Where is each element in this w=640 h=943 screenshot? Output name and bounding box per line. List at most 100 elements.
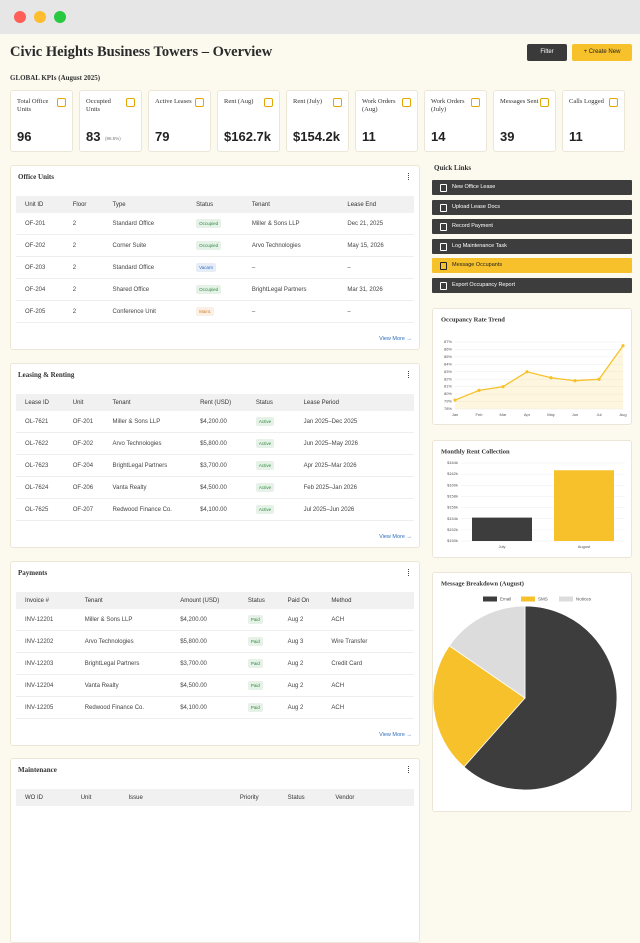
window-bar — [0, 0, 640, 34]
column-header: Status — [187, 196, 243, 213]
cell: Paid — [238, 674, 279, 697]
legend-swatch — [521, 596, 535, 602]
point — [477, 388, 481, 392]
filter-button[interactable]: Filter — [527, 44, 567, 61]
cell: Arvo Technologies — [103, 432, 192, 455]
cell: $3,700.00 — [171, 652, 239, 675]
cell: Miller & Sons LLP — [75, 609, 172, 631]
y-tick-label: 82% — [444, 376, 452, 381]
legend-swatch — [559, 596, 573, 602]
cell: Aug 2 — [278, 696, 323, 719]
column-header: Priority — [230, 789, 279, 806]
cell: ACH — [322, 609, 414, 631]
table-row: INV-12201 Miller & Sons LLP $4,200.00 Paid A… — [16, 609, 414, 631]
kpi-label: Occupied Units — [86, 98, 111, 113]
cell: OL-7624 — [16, 476, 64, 499]
legend-label: Notices — [576, 597, 592, 602]
x-tick-label: Jul — [596, 412, 601, 417]
panel-menu[interactable] — [407, 173, 411, 180]
y-tick-label: 81% — [444, 384, 452, 389]
quick-link[interactable]: Export Occupancy Report — [432, 278, 632, 293]
table-panel: Payments Invoice # Tenant Amount (USD) Statu… — [10, 561, 420, 746]
column-header: Rent (USD) — [191, 394, 247, 411]
column-header: Paid On — [278, 592, 323, 609]
y-tick-label: 87% — [444, 339, 452, 344]
link-icon — [440, 223, 447, 232]
table-panel: Maintenance WO ID Unit Issue Priority Status V… — [10, 758, 420, 943]
quick-link[interactable]: New Office Lease — [432, 180, 632, 195]
point — [597, 377, 601, 381]
y-tick-label: $158k — [447, 493, 458, 498]
bar — [472, 517, 532, 541]
create-button[interactable]: + Create New — [572, 44, 632, 61]
cell: ACH — [322, 674, 414, 697]
view-more-link[interactable]: View More → — [379, 732, 412, 738]
cell: 2 — [63, 256, 104, 279]
cell: Aug 2 — [278, 652, 323, 675]
kpi-icon — [57, 98, 66, 107]
status-badge: Maint. — [196, 306, 215, 316]
y-tick-label: $164k — [447, 460, 458, 465]
y-tick-label: $156k — [447, 505, 458, 510]
table-row: OL-7622 OF-202 Arvo Technologies $5,800.00 A… — [16, 432, 414, 455]
cell: 2 — [63, 300, 104, 323]
status-badge: Paid — [247, 614, 263, 624]
cell: Corner Suite — [103, 234, 188, 257]
chart-title: Occupancy Rate Trend — [441, 316, 505, 323]
kpi-icon — [264, 98, 273, 107]
cell: Jan 2025–Dec 2025 — [294, 411, 414, 433]
quick-link[interactable]: Log Maintenance Task — [432, 238, 632, 254]
column-header: Status — [278, 789, 327, 806]
kpi-card: Work Orders (Aug) 11 — [355, 90, 418, 152]
cell: OF-201 — [63, 411, 104, 433]
kpi-label: Rent (Aug) — [224, 98, 254, 105]
y-tick-label: 85% — [444, 354, 452, 359]
quick-link[interactable]: Message Occupants — [432, 258, 632, 274]
panel-menu[interactable] — [407, 371, 411, 378]
cell: $4,500.00 — [171, 674, 239, 697]
cell: 2 — [63, 278, 104, 301]
min-dot[interactable] — [34, 11, 46, 23]
cell: OF-205 — [16, 300, 64, 323]
cell: Active — [246, 454, 295, 477]
quick-link[interactable]: Upload Lease Docs — [432, 199, 632, 215]
close-dot[interactable] — [14, 11, 26, 23]
cell: Active — [246, 498, 295, 521]
panel-menu[interactable] — [407, 569, 411, 576]
kpi-card: Rent (July) $154.2k — [286, 90, 349, 152]
table-wrap: Unit ID Floor Type Status Tenant Lease End OF-… — [16, 196, 414, 323]
cell: May 15, 2026 — [338, 234, 414, 257]
table-row: OL-7623 OF-204 BrightLegal Partners $3,700.… — [16, 454, 414, 477]
kpi-card: Calls Logged 11 — [562, 90, 625, 152]
table-wrap: Invoice # Tenant Amount (USD) Status Paid On… — [16, 592, 414, 719]
column-header: Unit ID — [16, 196, 64, 213]
cell: Jul 2025–Jun 2026 — [294, 498, 414, 521]
cell: Miller & Sons LLP — [242, 213, 339, 235]
y-tick-label: $162k — [447, 471, 458, 476]
view-more-link[interactable]: View More → — [379, 336, 412, 342]
status-badge: Occupied — [196, 240, 222, 250]
cell: Apr 2025–Mar 2026 — [294, 454, 414, 477]
cell: Occupied — [187, 234, 243, 257]
cell: $4,200.00 — [191, 411, 247, 433]
cell: OF-206 — [63, 476, 104, 499]
column-header: Method — [322, 592, 414, 609]
table-panel: Leasing & Renting Lease ID Unit Tenant Rent … — [10, 363, 420, 548]
cell: Redwood Finance Co. — [75, 696, 172, 719]
cell: OF-201 — [16, 213, 64, 235]
header-row: Invoice # Tenant Amount (USD) Status Paid On… — [16, 592, 414, 609]
panel-menu[interactable] — [407, 766, 411, 773]
cell: INV-12204 — [16, 674, 76, 697]
quick-link[interactable]: Record Payment — [432, 219, 632, 235]
max-dot[interactable] — [54, 11, 66, 23]
cell: OF-202 — [16, 234, 64, 257]
chart-card: Occupancy Rate Trend 78% 79% 80% 81% 82% 83% 84… — [432, 308, 632, 425]
link-icon — [440, 242, 447, 251]
status-badge: Paid — [247, 658, 263, 668]
cell: BrightLegal Partners — [242, 278, 339, 301]
column-header: Tenant — [75, 592, 172, 609]
kpi-card: Messages Sent 39 — [493, 90, 556, 152]
cell: – — [242, 256, 339, 279]
view-more-link[interactable]: View More → — [379, 534, 412, 540]
